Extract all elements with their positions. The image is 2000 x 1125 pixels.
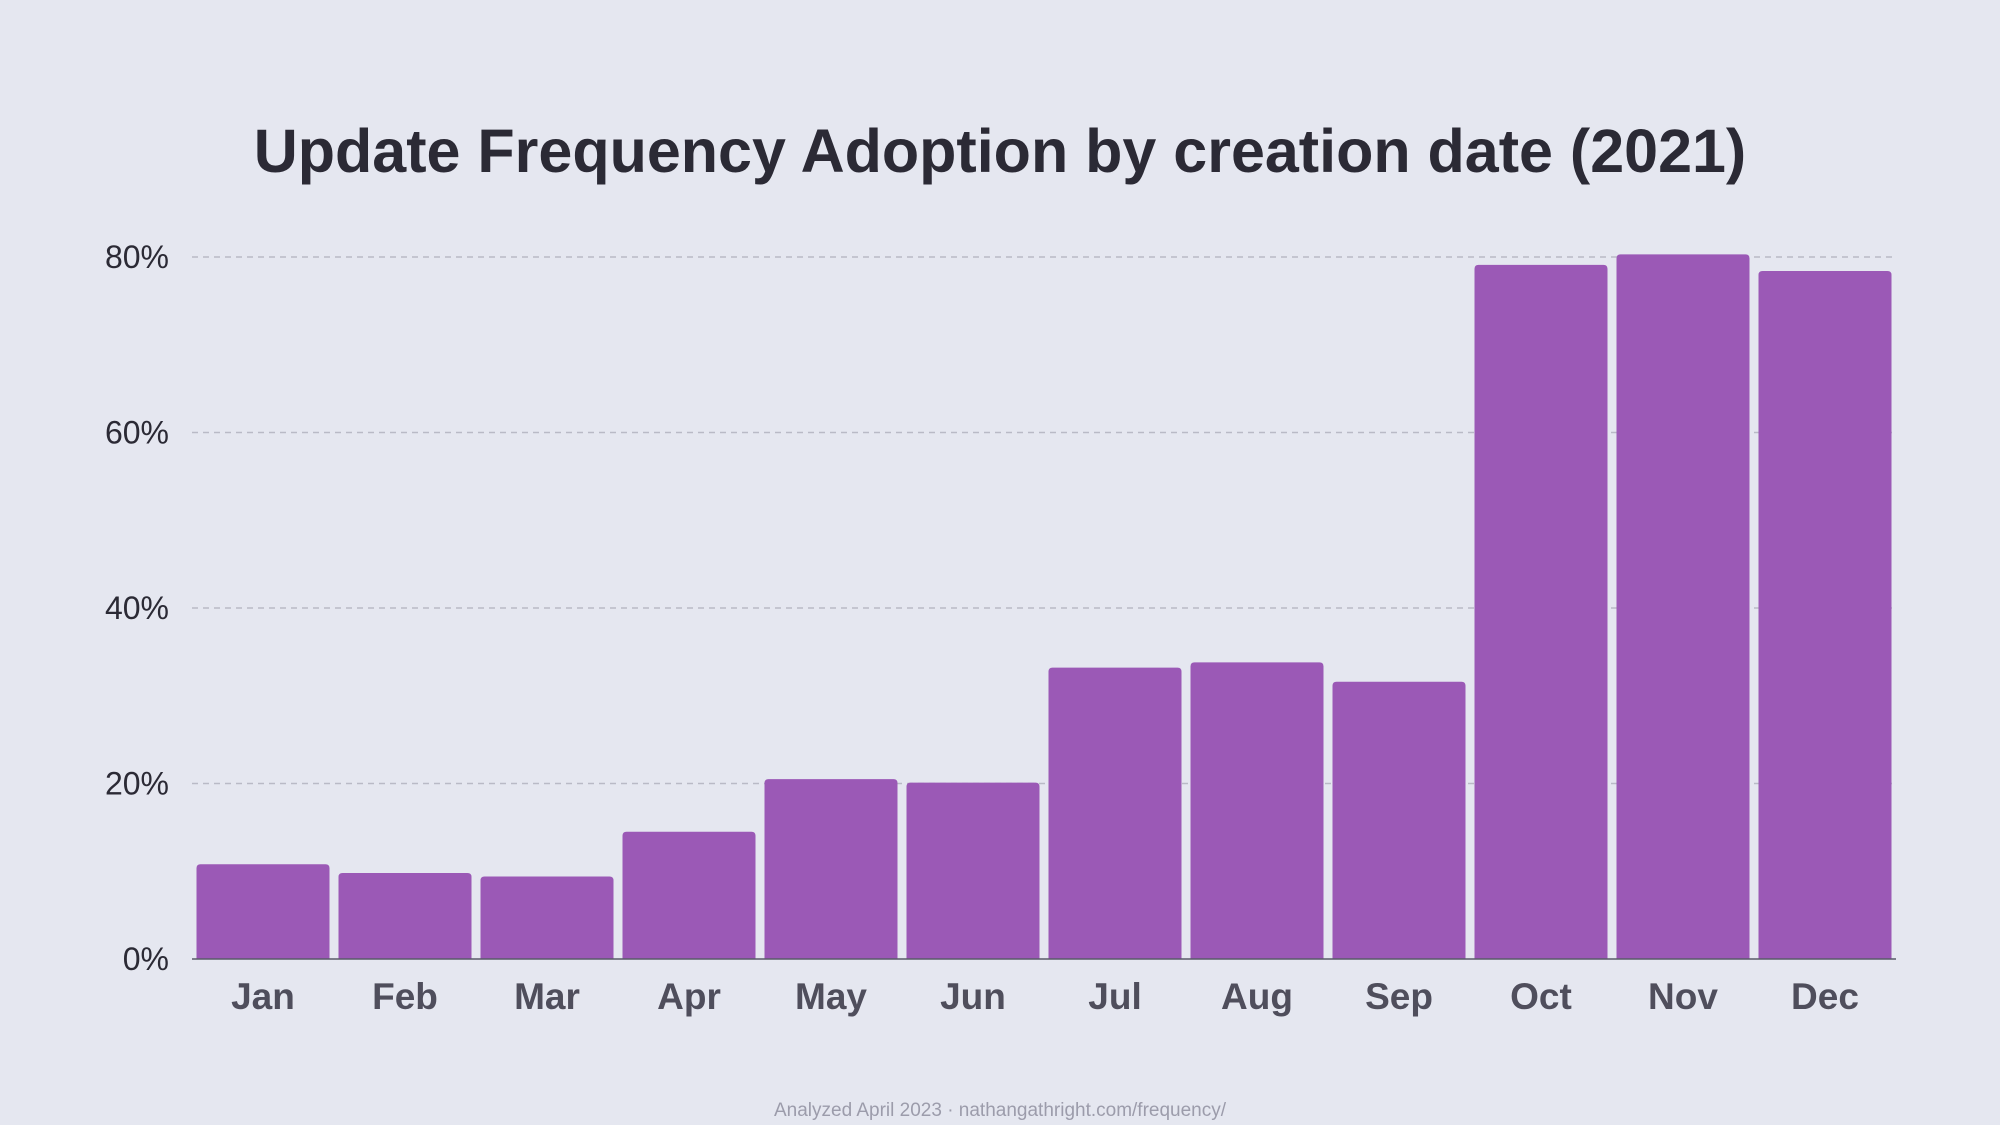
- footer-credit: Analyzed April 2023 · nathangathright.co…: [774, 1100, 1227, 1121]
- x-tick-label: Jan: [231, 976, 295, 1017]
- x-tick-label: Dec: [1791, 976, 1859, 1017]
- bar-jun: [906, 782, 1040, 959]
- y-tick-label: 60%: [105, 415, 169, 451]
- bar-may: [764, 779, 898, 959]
- bar-mar: [480, 876, 614, 959]
- x-tick-label: Apr: [657, 976, 721, 1017]
- bar-aug: [1190, 662, 1324, 959]
- y-tick-label: 0%: [123, 941, 169, 977]
- x-tick-label: Mar: [514, 976, 580, 1017]
- bar-sep: [1332, 681, 1466, 959]
- y-tick-label: 20%: [105, 766, 169, 802]
- bar-feb: [338, 873, 472, 959]
- y-axis-ticks: 0% 20% 40% 60% 80%: [105, 239, 169, 977]
- x-tick-label: May: [795, 976, 867, 1017]
- bar-dec: [1758, 271, 1892, 959]
- x-axis-ticks: Jan Feb Mar Apr May Jun Jul Aug Sep Oct Nov Dec: [231, 976, 1859, 1017]
- x-tick-label: Oct: [1510, 976, 1572, 1017]
- bar-jul: [1048, 667, 1182, 959]
- y-tick-label: 40%: [105, 590, 169, 626]
- bar-oct: [1474, 264, 1608, 960]
- x-tick-label: Sep: [1365, 976, 1433, 1017]
- y-tick-label: 80%: [105, 239, 169, 275]
- x-tick-label: Aug: [1221, 976, 1293, 1017]
- bar-jan: [196, 864, 330, 959]
- x-tick-label: Feb: [372, 976, 438, 1017]
- chart-title: Update Frequency Adoption by creation da…: [254, 117, 1747, 185]
- x-tick-label: Nov: [1648, 976, 1718, 1017]
- bars: [196, 254, 1892, 960]
- x-tick-label: Jun: [940, 976, 1006, 1017]
- bar-apr: [622, 831, 756, 959]
- x-tick-label: Jul: [1088, 976, 1141, 1017]
- gridlines: [192, 256, 1896, 785]
- bar-nov: [1616, 254, 1750, 959]
